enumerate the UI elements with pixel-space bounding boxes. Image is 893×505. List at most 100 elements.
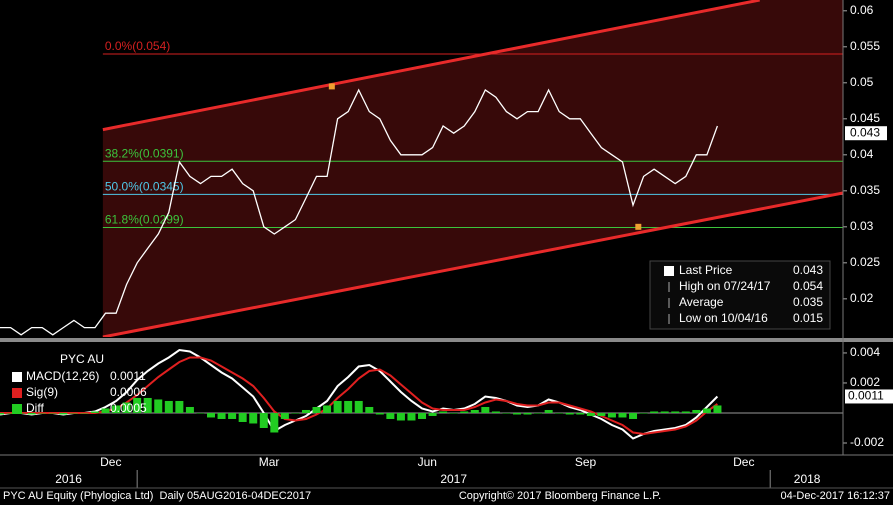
year-label: 2016 <box>55 472 82 486</box>
y-tick-label: 0.004 <box>850 345 880 359</box>
footer-center: Copyright© 2017 Bloomberg Finance L.P. <box>459 490 661 502</box>
macd-tag-label: 0.0011 <box>848 389 884 403</box>
diff-bar <box>101 408 110 413</box>
series-line <box>0 88 719 336</box>
diff-bar <box>354 400 363 413</box>
diff-bar <box>681 411 690 413</box>
y-tick-label: 0.05 <box>850 75 874 89</box>
year-label: 2017 <box>440 472 467 486</box>
legend-swatch <box>12 388 22 398</box>
diff-bar <box>164 400 173 413</box>
y-tick-label: 0.02 <box>850 291 874 305</box>
footer-left: PYC AU Equity (Phylogica Ltd) Daily 05AU… <box>3 490 311 502</box>
y-tick-label: 0.04 <box>850 147 874 161</box>
macd-tag <box>845 389 893 404</box>
y-tick-label: 0.025 <box>850 255 880 269</box>
diff-bar <box>523 412 532 415</box>
diff-bar <box>481 406 490 413</box>
price-plot: 0.0%(0.054) 38.2%(0.0391) 50.0%(0.0345) 61.… <box>0 0 843 337</box>
diff-bar <box>185 406 194 413</box>
diff-bar <box>143 397 152 413</box>
diff-bar <box>344 400 353 413</box>
diff-bar <box>228 412 237 419</box>
diff-bar <box>639 412 648 414</box>
diff-bar <box>6 412 15 414</box>
diff-bar <box>470 409 479 413</box>
y-tick-label: 0.055 <box>850 39 880 53</box>
diff-bar <box>439 411 448 413</box>
diff-bar <box>133 397 142 413</box>
macd-title: PYC AU <box>60 352 104 366</box>
diff-bar <box>0 412 4 415</box>
diff-bar <box>270 412 279 433</box>
point-marker <box>328 83 335 90</box>
stats-legend <box>649 260 831 330</box>
fib-label: 50.0%(0.0345) <box>105 180 184 194</box>
legend-swatch <box>664 266 674 276</box>
diff-bar <box>301 409 310 413</box>
diff-bar <box>217 412 226 419</box>
diff-bar <box>491 411 500 413</box>
diff-bar <box>650 411 659 413</box>
x-tick-label: Jun <box>418 455 437 469</box>
diff-bar <box>512 412 521 415</box>
diff-bar <box>48 412 57 414</box>
footer-right: 04-Dec-2017 16:12:37 <box>781 490 890 502</box>
diff-bar <box>375 412 384 415</box>
diff-bar <box>692 409 701 413</box>
legend-value: 0.0006 <box>110 385 147 399</box>
point-marker <box>635 223 642 230</box>
diff-bar <box>238 412 247 422</box>
diff-bar <box>618 412 627 418</box>
diff-bar <box>154 399 163 413</box>
stats-value: 0.054 <box>793 279 823 293</box>
legend-swatch <box>12 404 22 414</box>
year-label: 2018 <box>794 472 821 486</box>
diff-bar <box>449 412 458 414</box>
stats-value: 0.035 <box>793 295 823 309</box>
diff-bar <box>671 411 680 413</box>
y-tick-label: 0.045 <box>850 111 880 125</box>
macd-plot <box>0 348 843 440</box>
legend-name: MACD(12,26) <box>26 369 99 383</box>
stats-name: Low on 10/04/16 <box>679 311 768 325</box>
diff-bar <box>112 405 121 413</box>
diff-bar <box>27 412 36 415</box>
legend-value: 0.0005 <box>110 401 147 415</box>
x-tick-label: Dec <box>100 455 121 469</box>
diff-bar <box>386 412 395 419</box>
y-tick-label: 0.002 <box>850 375 880 389</box>
y-tick-label: 0.06 <box>850 3 874 17</box>
diff-bar <box>586 412 595 416</box>
diff-bar <box>175 400 184 413</box>
diff-bar <box>576 412 585 415</box>
diff-bar <box>280 412 289 419</box>
axes: 0.02 0.025 0.03 0.035 0.04 0.045 0.05 0.055 0.06… <box>12 3 893 488</box>
legend-swatch <box>12 372 22 382</box>
legend-value: 0.0011 <box>110 369 146 383</box>
diff-bar <box>534 412 543 414</box>
stats-name: High on 07/24/17 <box>679 279 771 293</box>
diff-bar <box>80 412 89 414</box>
stats-name: Average <box>679 295 724 309</box>
diff-bar <box>607 412 616 418</box>
x-tick-label: Dec <box>733 455 754 469</box>
fib-label: 0.0%(0.054) <box>105 39 170 53</box>
stats-name: Last Price <box>679 263 733 277</box>
y-tick-label: 0.03 <box>850 219 874 233</box>
legend-name: Sig(9) <box>26 385 58 399</box>
y-tick-label: -0.002 <box>850 435 884 449</box>
stats-value: 0.015 <box>793 311 823 325</box>
x-tick-label: Mar <box>259 455 280 469</box>
diff-bar <box>418 412 427 419</box>
diff-bar <box>502 412 511 414</box>
diff-bar <box>365 406 374 413</box>
diff-bar <box>291 412 300 414</box>
fib-label: 61.8%(0.0299) <box>105 213 184 227</box>
diff-bar <box>407 412 416 421</box>
diff-bar <box>38 412 47 414</box>
last-price-tag-label: 0.043 <box>850 125 880 139</box>
diff-bar <box>312 406 321 413</box>
